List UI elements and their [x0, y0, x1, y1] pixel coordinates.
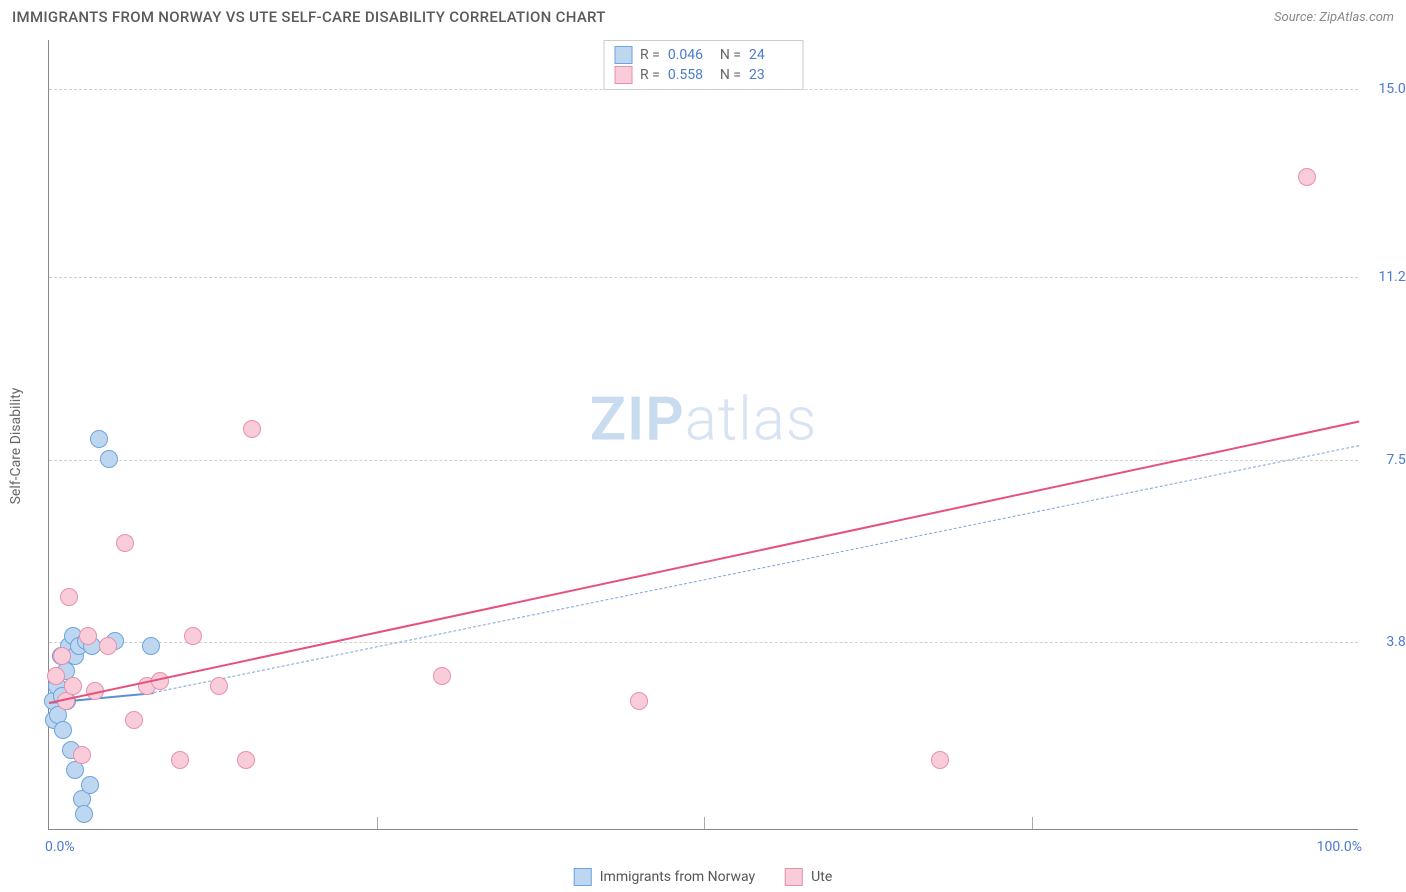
data-point [60, 588, 78, 606]
legend-row: R = 0.558 N = 23 [614, 65, 793, 85]
data-point [64, 677, 82, 695]
legend-r-value: 0.558 [668, 67, 712, 83]
y-axis-title: Self-Care Disability [8, 388, 24, 505]
legend-swatch [614, 66, 632, 84]
legend-swatch [614, 46, 632, 64]
x-tick [704, 817, 705, 829]
data-point [99, 637, 117, 655]
data-point [931, 751, 949, 769]
legend-n-label: N = [720, 67, 741, 83]
x-tick [377, 817, 378, 829]
legend-r-value: 0.046 [668, 47, 712, 63]
y-tick-label: 3.8% [1366, 634, 1406, 650]
x-tick-label: 100.0% [1317, 839, 1362, 855]
data-point [81, 776, 99, 794]
data-point [433, 667, 451, 685]
data-point [142, 637, 160, 655]
data-point [100, 450, 118, 468]
data-point [47, 667, 65, 685]
gridline-h [49, 89, 1358, 90]
chart-plot-area: ZIPatlas R =0.046N =24R =0.558N =23 3.8%… [48, 40, 1358, 830]
legend-correlation-box: R = 0.046 N = 24 R = 0.558 N = 23 [603, 40, 804, 90]
data-point [243, 420, 261, 438]
legend-row: R = 0.046 N = 24 [614, 45, 793, 65]
data-point [125, 711, 143, 729]
legend-n-value: 24 [749, 47, 793, 63]
legend-label: Ute [811, 869, 832, 885]
data-point [79, 627, 97, 645]
y-tick-label: 15.0% [1366, 81, 1406, 97]
legend-label: Immigrants from Norway [600, 869, 755, 885]
data-point [54, 721, 72, 739]
trend-line-ute [49, 420, 1359, 703]
source-attribution: Source: ZipAtlas.com [1274, 10, 1394, 25]
gridline-h [49, 277, 1358, 278]
data-point [90, 430, 108, 448]
legend-swatch [574, 868, 592, 886]
data-point [73, 746, 91, 764]
y-tick-label: 7.5% [1366, 452, 1406, 468]
x-tick-label: 0.0% [45, 839, 75, 855]
legend-item: Immigrants from Norway [574, 868, 755, 886]
legend-r-label: R = [640, 47, 660, 63]
legend-swatch [785, 868, 803, 886]
data-point [237, 751, 255, 769]
x-tick [1032, 817, 1033, 829]
legend-item: Ute [785, 868, 832, 886]
legend-r-label: R = [640, 67, 660, 83]
data-point [630, 692, 648, 710]
data-point [116, 534, 134, 552]
data-point [210, 677, 228, 695]
data-point [171, 751, 189, 769]
header-bar: IMMIGRANTS FROM NORWAY VS UTE SELF-CARE … [0, 0, 1406, 30]
watermark-text: ZIPatlas [590, 383, 818, 454]
chart-title: IMMIGRANTS FROM NORWAY VS UTE SELF-CARE … [12, 8, 606, 26]
gridline-h [49, 460, 1358, 461]
gridline-h [49, 642, 1358, 643]
legend-n-value: 23 [749, 67, 793, 83]
data-point [53, 647, 71, 665]
legend-series: Immigrants from Norway Ute [574, 868, 833, 886]
trend-line-immigrants-from-norway-ext [154, 445, 1359, 693]
data-point [1298, 168, 1316, 186]
legend-n-label: N = [720, 47, 741, 63]
data-point [75, 805, 93, 823]
data-point [184, 627, 202, 645]
y-tick-label: 11.2% [1366, 269, 1406, 285]
